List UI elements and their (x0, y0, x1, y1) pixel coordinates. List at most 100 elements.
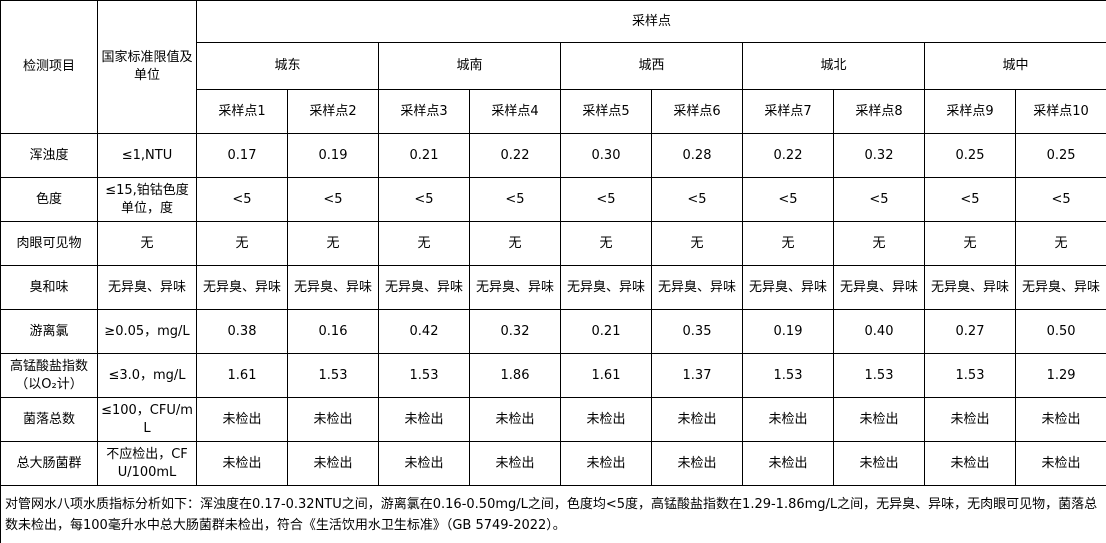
value-cell: <5 (833, 177, 925, 222)
value-cell: <5 (560, 177, 652, 222)
value-cell: 1.37 (651, 353, 743, 398)
header-row: 城东 城南 城西 城北 城中 (1, 42, 1106, 90)
value-cell: 1.61 (560, 353, 652, 398)
header-cell: 国家标准限值及单位 (97, 0, 197, 134)
value-cell: <5 (924, 177, 1016, 222)
standard-cell: ≤1,NTU (97, 133, 197, 178)
standard-cell: ≤15,铂钴色度单位，度 (97, 177, 197, 222)
value-cell: <5 (378, 177, 470, 222)
value-cell: 无异臭、异味 (1014, 265, 1106, 310)
item-cell: 菌落总数 (0, 397, 98, 442)
value-cell: 0.21 (560, 309, 652, 354)
data-row: 肉眼可见物无无无无无无无无无无无 (0, 221, 1106, 266)
value-cell: 未检出 (196, 397, 288, 442)
value-cell: 未检出 (924, 441, 1016, 486)
value-cell: 1.53 (742, 353, 834, 398)
value-cell: 无异臭、异味 (833, 265, 925, 310)
value-cell: 无 (651, 221, 743, 266)
value-cell: 0.19 (287, 133, 379, 178)
value-cell: 0.38 (196, 309, 288, 354)
point-cell: 采样点5 (560, 89, 652, 134)
value-cell: 1.86 (469, 353, 561, 398)
value-cell: 0.19 (742, 309, 834, 354)
value-cell: 0.30 (560, 133, 652, 178)
point-cell: 采样点2 (287, 89, 379, 134)
value-cell: <5 (651, 177, 743, 222)
value-cell: <5 (196, 177, 288, 222)
value-cell: 无异臭、异味 (469, 265, 561, 310)
value-cell: 0.27 (924, 309, 1016, 354)
item-cell: 臭和味 (0, 265, 98, 310)
district-cell: 城西 (560, 42, 743, 90)
standard-cell: 无异臭、异味 (97, 265, 197, 310)
data-row: 总大肠菌群 不应检出，CFU/100mL 未检出 未检出 未检出 未检出 未检出 未检出 未检出… (0, 441, 1106, 486)
item-cell: 色度 (0, 177, 98, 222)
value-cell: 无 (196, 221, 288, 266)
value-cell: 未检出 (287, 441, 379, 486)
value-cell: 无异臭、异味 (742, 265, 834, 310)
data-row: 游离氯 ≥0.05，mg/L 0.38 0.16 0.42 0.32 0.21 0.35 0.1… (0, 309, 1106, 354)
value-cell: 0.17 (196, 133, 288, 178)
value-cell: 未检出 (742, 397, 834, 442)
district-cell: 城中 (923, 42, 1106, 90)
value-cell: 未检出 (378, 397, 470, 442)
standard-cell: 无 (97, 221, 197, 266)
standard-cell: ≥0.05，mg/L (97, 309, 197, 354)
value-cell: 无 (378, 221, 470, 266)
value-cell: 0.50 (1014, 309, 1106, 354)
value-cell: 无异臭、异味 (196, 265, 288, 310)
value-cell: 无异臭、异味 (378, 265, 470, 310)
value-cell: 无 (924, 221, 1016, 266)
value-cell: 未检出 (469, 441, 561, 486)
point-cell: 采样点3 (378, 89, 470, 134)
item-cell: 肉眼可见物 (0, 221, 98, 266)
header-row: 检测项目 国家标准限值及单位 采样点 (0, 0, 1106, 134)
value-cell: 未检出 (196, 441, 288, 486)
item-cell: 游离氯 (0, 309, 98, 354)
value-cell: <5 (287, 177, 379, 222)
value-cell: 未检出 (833, 441, 925, 486)
value-cell: 未检出 (287, 397, 379, 442)
item-cell: 高锰酸盐指数（以O₂计） (0, 353, 98, 398)
point-cell: 采样点1 (196, 89, 288, 134)
point-cell: 采样点4 (469, 89, 561, 134)
value-cell: <5 (1014, 177, 1106, 222)
data-row: 高锰酸盐指数（以O₂计） ≤3.0，mg/L 1.61 1.53 1.53 1.86 1.6… (0, 353, 1106, 398)
value-cell: 无 (833, 221, 925, 266)
value-cell: 0.42 (378, 309, 470, 354)
value-cell: 1.53 (287, 353, 379, 398)
value-cell: 无异臭、异味 (287, 265, 379, 310)
value-cell: 无 (469, 221, 561, 266)
value-cell: 未检出 (1014, 441, 1106, 486)
value-cell: 1.29 (1014, 353, 1106, 398)
header-cell: 检测项目 (0, 0, 98, 134)
value-cell: 0.35 (651, 309, 743, 354)
district-cell: 城北 (742, 42, 925, 90)
value-cell: 1.53 (378, 353, 470, 398)
item-cell: 浑浊度 (0, 133, 98, 178)
value-cell: 无 (1014, 221, 1106, 266)
point-cell: 采样点6 (651, 89, 743, 134)
district-cell: 城南 (378, 42, 561, 90)
value-cell: 0.28 (651, 133, 743, 178)
value-cell: 无 (742, 221, 834, 266)
header-cell: 采样点 (195, 0, 1106, 43)
value-cell: 0.21 (378, 133, 470, 178)
value-cell: 1.53 (924, 353, 1016, 398)
value-cell: 0.25 (1014, 133, 1106, 178)
data-row: 色度 ≤15,铂钴色度单位，度 <5 <5 <5 <5 <5 <5 <5 <5 <5 <5 (0, 177, 1106, 222)
value-cell: 未检出 (560, 397, 652, 442)
value-cell: <5 (742, 177, 834, 222)
value-cell: 未检出 (378, 441, 470, 486)
point-cell: 采样点9 (924, 89, 1016, 134)
data-row: 臭和味 无异臭、异味 无异臭、异味 无异臭、异味 无异臭、异味 无异臭、异味 无异臭、异味无… (0, 265, 1106, 310)
value-cell: 未检出 (833, 397, 925, 442)
value-cell: 1.61 (196, 353, 288, 398)
value-cell: 无 (287, 221, 379, 266)
value-cell: 未检出 (742, 441, 834, 486)
value-cell: 无异臭、异味 (560, 265, 652, 310)
value-cell: 未检出 (1014, 397, 1106, 442)
value-cell: 未检出 (651, 441, 743, 486)
item-cell: 总大肠菌群 (0, 441, 98, 486)
